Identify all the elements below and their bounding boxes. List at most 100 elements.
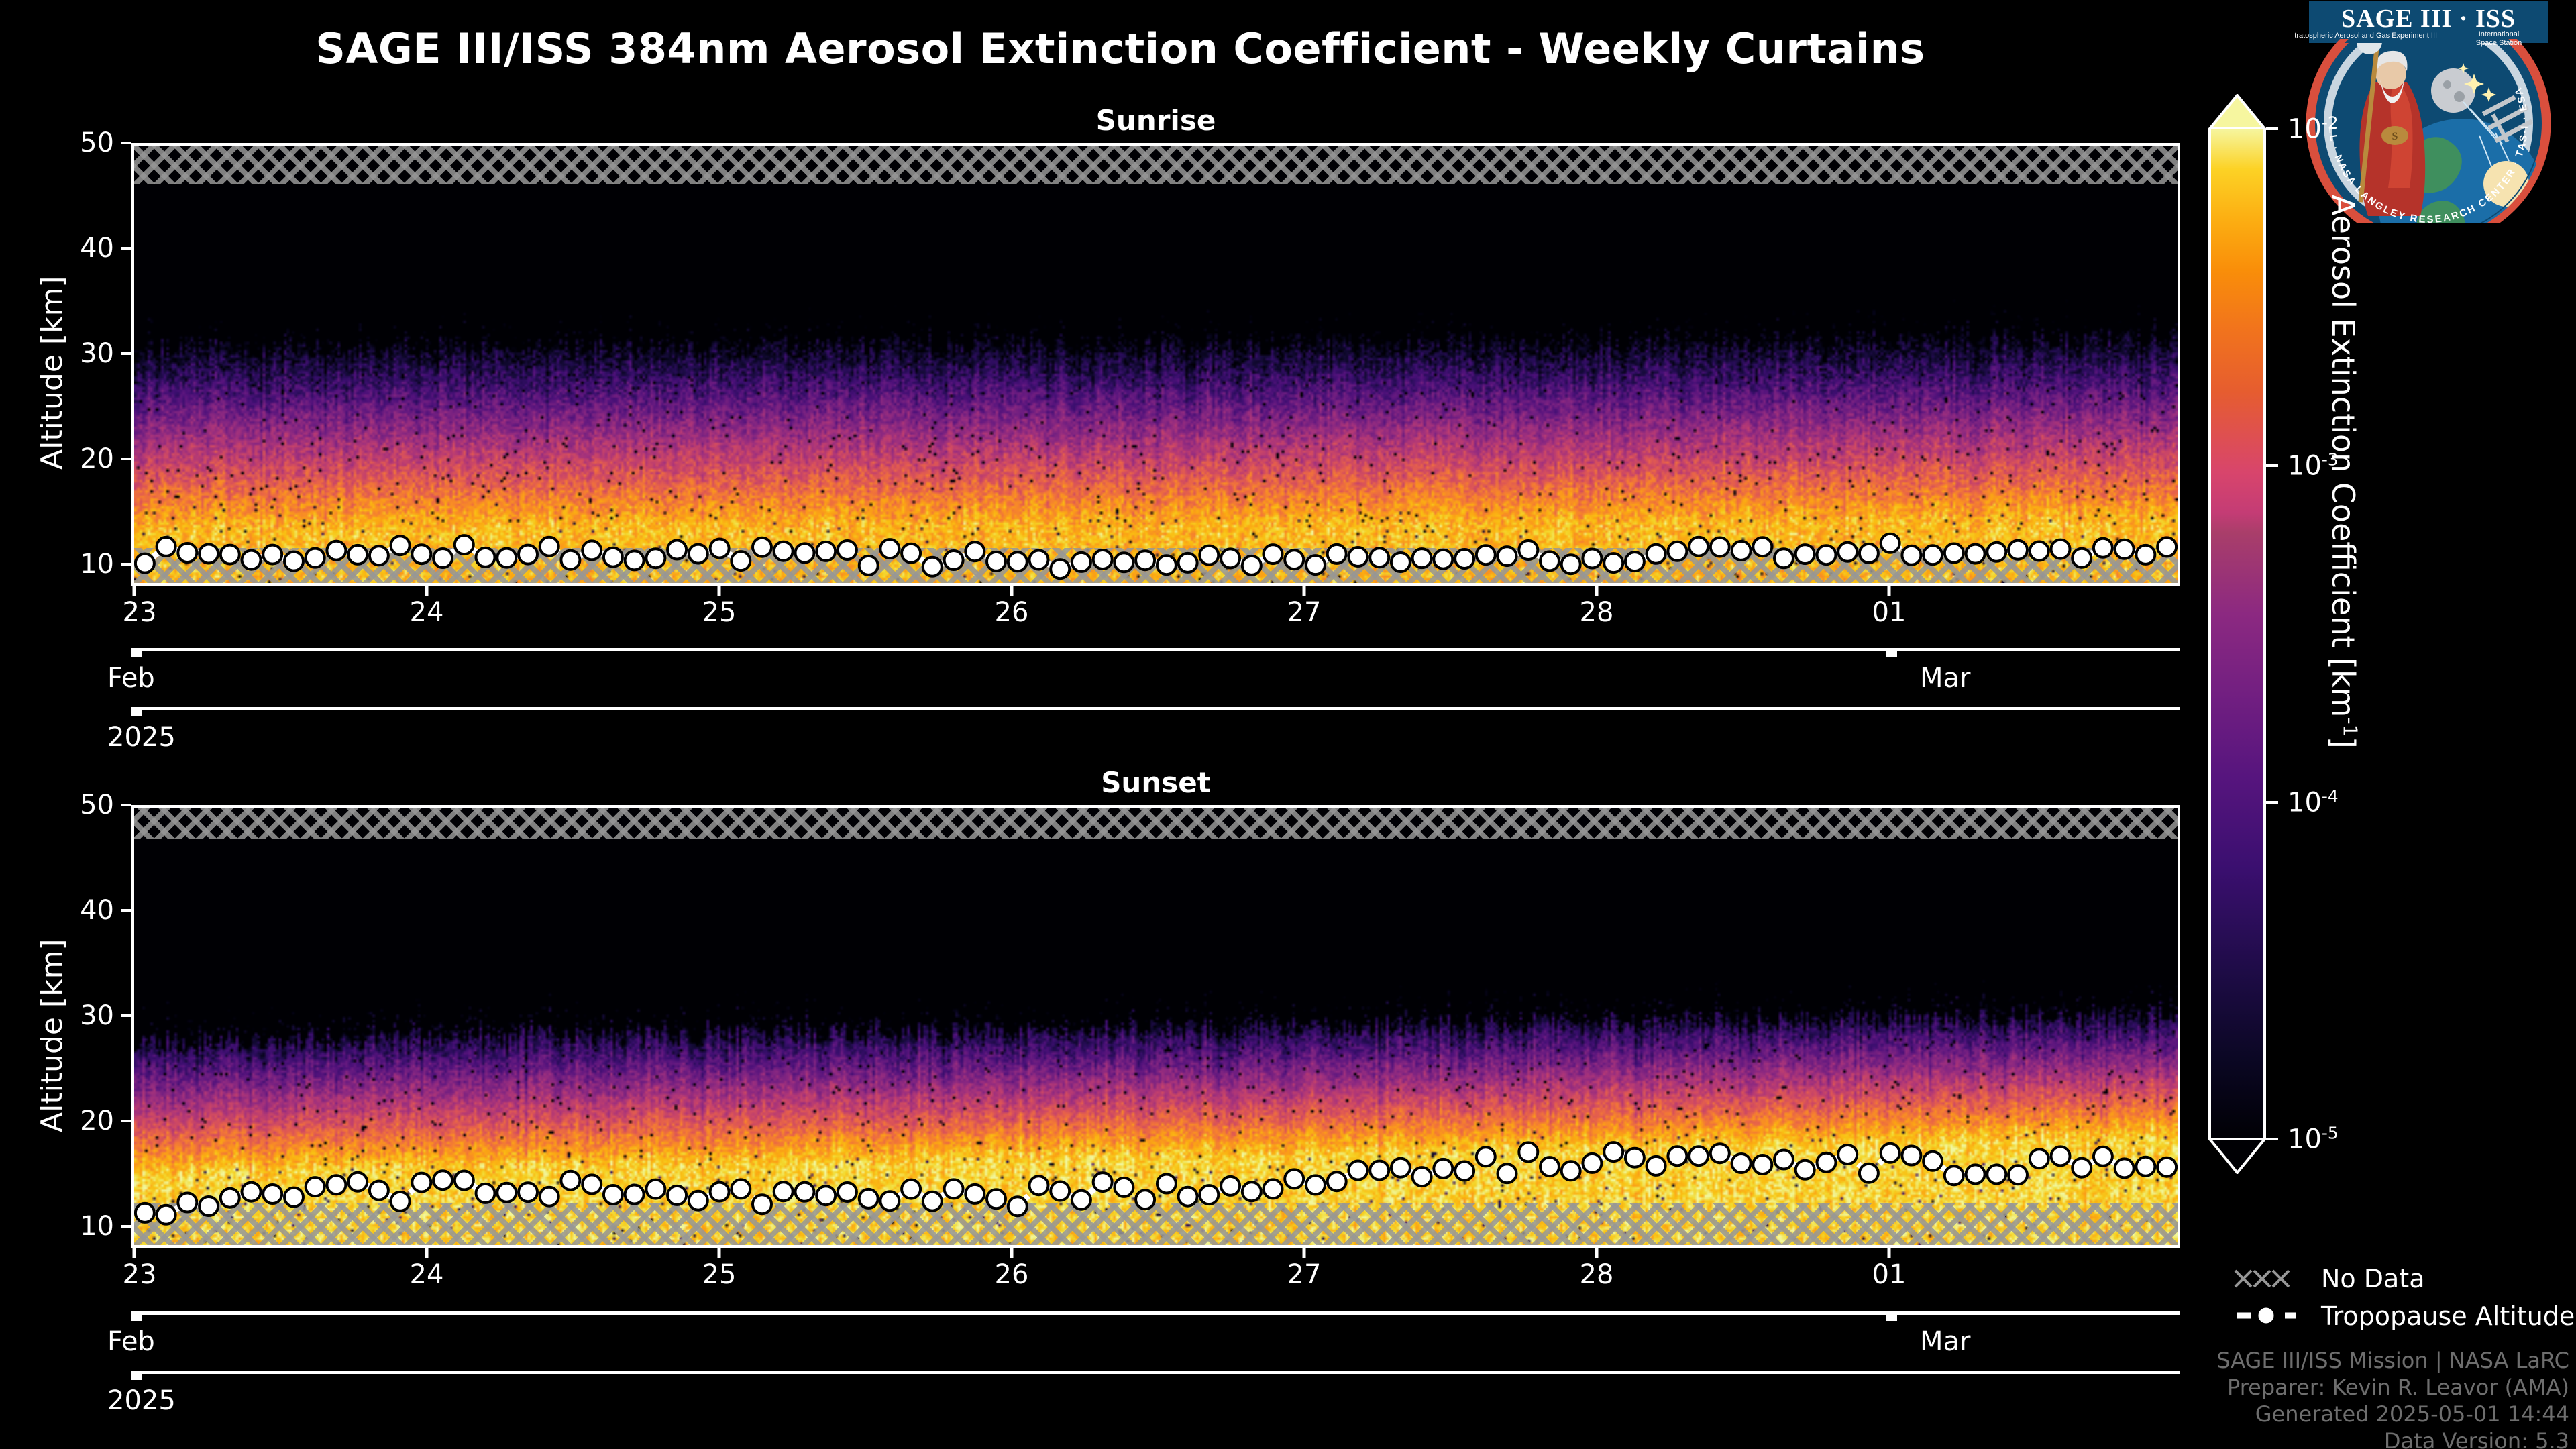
year-tick-sunrise (131, 707, 142, 716)
legend-label-tropopause: Tropopause Altitude (2321, 1301, 2575, 1331)
xtick-mark-sunset-3 (1010, 1248, 1014, 1258)
panel-sunrise: Sunrise (131, 104, 2180, 586)
xtick-label-sunrise-2: 25 (702, 597, 737, 628)
month-label-sunrise-feb: Feb (107, 663, 155, 694)
ytick-label-sunrise-30: 30 (80, 338, 114, 369)
month-label-sunrise-mar: Mar (1920, 663, 1971, 694)
colorbar-tick-label-2: 10-4 (2288, 786, 2339, 818)
colorbar-gradient (2208, 129, 2266, 1139)
xtick-mark-sunset-2 (717, 1248, 721, 1258)
no-data-hatch-icon (2234, 1261, 2309, 1295)
xtick-label-sunrise-3: 26 (994, 597, 1029, 628)
ytick-mark-sunset-20 (121, 1120, 131, 1122)
sage-iii-iss-mission-patch-logo: S BALL · NASA LANGLEY RESEARCH CENTER · … (2290, 0, 2563, 246)
panel-sunset: Sunset (131, 766, 2180, 1248)
ytick-mark-sunset-30 (121, 1014, 131, 1017)
xtick-mark-sunset-5 (1595, 1248, 1599, 1258)
xtick-mark-sunrise-5 (1595, 586, 1599, 596)
month-label-sunset-mar: Mar (1920, 1326, 1971, 1357)
colorbar-axis-label: Aerosol Extinction Coefficient [km-1] (2325, 195, 2361, 749)
xtick-mark-sunrise-6 (1887, 586, 1891, 596)
plot-area-sunrise[interactable] (131, 143, 2180, 586)
month-tick-sunrise-feb (131, 648, 142, 657)
xtick-mark-sunrise-4 (1302, 586, 1306, 596)
legend-row-tropopause[interactable]: Tropopause Altitude (2234, 1299, 2575, 1336)
month-rule-sunset (131, 1311, 2180, 1315)
ytick-mark-sunrise-50 (121, 142, 131, 144)
colorbar-over-arrow (2206, 93, 2268, 130)
xtick-label-sunset-2: 25 (702, 1259, 737, 1290)
xtick-mark-sunset-0 (132, 1248, 136, 1258)
xtick-label-sunset-1: 24 (409, 1259, 444, 1290)
ytick-label-sunset-50: 50 (80, 790, 114, 820)
patch-subtitle-right-2: Space Station (2476, 39, 2522, 47)
colorbar-tick-mark-0 (2266, 127, 2278, 130)
ytick-mark-sunset-40 (121, 909, 131, 912)
heatmap-sunset (134, 808, 2178, 1245)
colorbar-under-arrow (2206, 1138, 2268, 1175)
year-label-sunrise: 2025 (107, 722, 176, 753)
ytick-label-sunrise-40: 40 (80, 233, 114, 264)
month-rule-sunrise (131, 648, 2180, 651)
patch-subtitle-left: Stratospheric Aerosol and Gas Experiment… (2294, 32, 2437, 40)
ytick-mark-sunrise-40 (121, 247, 131, 250)
legend-row-no-data[interactable]: No Data (2234, 1261, 2569, 1299)
ytick-mark-sunset-10 (121, 1225, 131, 1228)
colorbar-tick-label-1: 10-3 (2288, 449, 2339, 482)
xtick-label-sunset-5: 28 (1579, 1259, 1614, 1290)
xtick-mark-sunrise-3 (1010, 586, 1014, 596)
ytick-label-sunset-40: 40 (80, 895, 114, 926)
xtick-label-sunrise-0: 23 (122, 597, 157, 628)
footer-credits: SAGE III/ISS Mission | NASA LaRC Prepare… (2216, 1347, 2569, 1449)
footer-line-generated: Generated 2025-05-01 14:44 (2255, 1401, 2569, 1427)
panel-title-sunrise: Sunrise (1095, 104, 1216, 137)
footer-line-version: Data Version: 5.3 (2383, 1428, 2569, 1449)
xtick-mark-sunset-1 (425, 1248, 429, 1258)
legend-label-no-data: No Data (2321, 1264, 2425, 1293)
xtick-mark-sunrise-1 (425, 586, 429, 596)
footer-line-mission: SAGE III/ISS Mission | NASA LaRC (2216, 1348, 2569, 1373)
tropopause-line-sunrise (134, 532, 2178, 580)
month-tick-sunrise-mar (1886, 648, 1897, 657)
ytick-mark-sunrise-20 (121, 458, 131, 460)
legend: No Data Tropopause Altitude (2234, 1261, 2575, 1336)
tropopause-line-sunset (134, 1141, 2178, 1226)
ylabel-sunset: Altitude [km] (35, 938, 69, 1132)
ytick-label-sunrise-10: 10 (80, 549, 114, 580)
plot-area-sunset[interactable] (131, 805, 2180, 1248)
year-rule-sunrise (131, 707, 2180, 710)
ytick-label-sunrise-50: 50 (80, 127, 114, 158)
year-tick-sunset (131, 1371, 142, 1380)
xtick-mark-sunset-4 (1302, 1248, 1306, 1258)
month-tick-sunset-mar (1886, 1311, 1897, 1321)
colorbar-tick-label-0: 10-2 (2288, 113, 2339, 145)
xtick-label-sunrise-4: 27 (1287, 597, 1322, 628)
patch-title: SAGE III · ISS (2341, 5, 2516, 33)
xtick-label-sunset-6: 01 (1872, 1259, 1907, 1290)
xtick-label-sunset-3: 26 (994, 1259, 1029, 1290)
ytick-mark-sunset-50 (121, 804, 131, 806)
colorbar-tick-mark-3 (2266, 1138, 2278, 1140)
svg-text:S: S (2392, 131, 2398, 142)
xtick-label-sunrise-5: 28 (1579, 597, 1614, 628)
ylabel-sunrise: Altitude [km] (35, 276, 69, 470)
ytick-mark-sunrise-10 (121, 563, 131, 566)
ytick-mark-sunrise-30 (121, 352, 131, 355)
ytick-label-sunset-20: 20 (80, 1106, 114, 1136)
xtick-label-sunrise-6: 01 (1872, 597, 1907, 628)
mission-patch-svg: S BALL · NASA LANGLEY RESEARCH CENTER · … (2290, 0, 2551, 246)
patch-subtitle-right-1: International (2479, 30, 2520, 38)
xtick-label-sunrise-1: 24 (409, 597, 444, 628)
year-label-sunset: 2025 (107, 1385, 176, 1416)
xtick-mark-sunrise-2 (717, 586, 721, 596)
xtick-mark-sunset-6 (1887, 1248, 1891, 1258)
colorbar[interactable]: 10-2 10-3 10-4 10-5 (2206, 93, 2339, 1175)
xtick-mark-sunrise-0 (132, 586, 136, 596)
month-tick-sunset-feb (131, 1311, 142, 1321)
month-label-sunset-feb: Feb (107, 1326, 155, 1357)
xtick-label-sunset-4: 27 (1287, 1259, 1322, 1290)
ytick-label-sunrise-20: 20 (80, 443, 114, 474)
ytick-label-sunset-30: 30 (80, 1000, 114, 1031)
year-rule-sunset (131, 1371, 2180, 1374)
